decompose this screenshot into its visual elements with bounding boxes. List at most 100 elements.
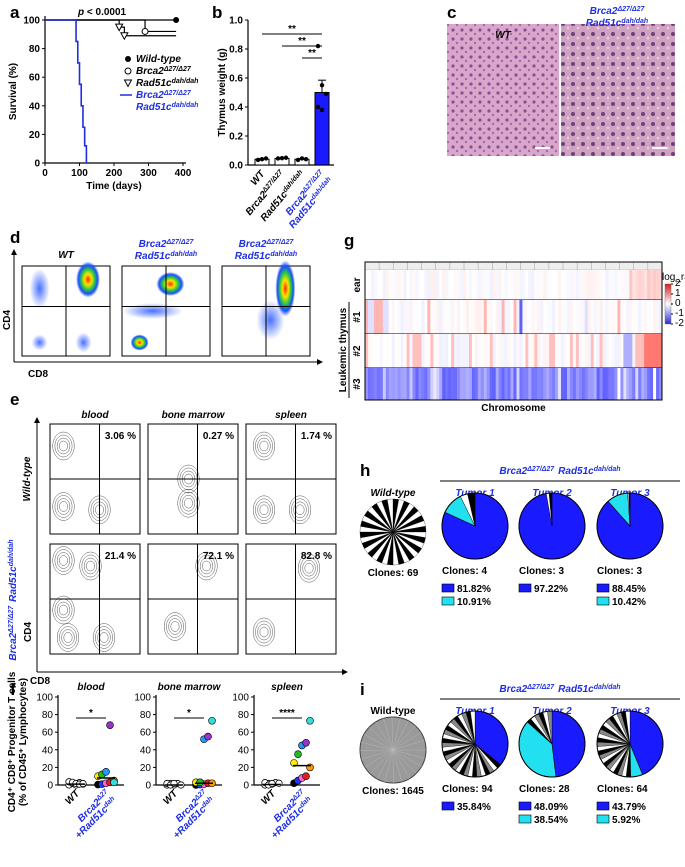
heatmap-cell <box>365 368 369 400</box>
y-tick-label: 60 <box>238 728 250 739</box>
axis-label: CD4 <box>23 622 34 642</box>
heatmap-cell <box>379 300 384 334</box>
legend-title: log_ratio <box>662 272 685 283</box>
heatmap-cell <box>409 334 413 368</box>
legend-swatch <box>596 801 610 811</box>
heatmap-cell <box>561 270 565 300</box>
contour <box>291 498 309 522</box>
y-tick-label: 0 <box>34 159 40 170</box>
heatmap-cell <box>647 300 651 334</box>
heatmap-cell <box>534 334 538 368</box>
label: Brca2Δ27/Δ27 <box>136 90 192 102</box>
heatmap-cell <box>403 300 407 334</box>
contour <box>259 440 269 452</box>
heatmap-cell <box>400 270 404 300</box>
heatmap-cell <box>373 334 378 368</box>
contour <box>56 623 80 652</box>
histology-image <box>447 24 559 156</box>
heatmap-cell <box>439 270 443 300</box>
heatmap-cell <box>575 300 580 334</box>
contour <box>95 626 113 649</box>
heatmap-cell <box>427 300 431 334</box>
panel-letter: c <box>447 3 456 22</box>
contour <box>252 495 276 525</box>
heatmap-cell <box>365 334 369 368</box>
clone-wedge <box>392 749 410 779</box>
percentage: 72.1 % <box>203 551 234 562</box>
heatmap-cell <box>566 334 571 368</box>
label-part: Δ27/Δ27 <box>526 466 555 473</box>
clone-count: Clones: 28 <box>519 784 570 795</box>
heatmap-cell <box>373 270 378 300</box>
heatmap-cell <box>448 300 452 334</box>
heatmap-cell <box>626 368 630 400</box>
percentage: 0.27 % <box>203 431 234 442</box>
clone-count: Clones: 3 <box>519 566 564 577</box>
heatmap-cell <box>543 270 547 300</box>
plot-title: Rad51cdah/dah <box>135 251 197 263</box>
heatmap-cell <box>558 270 562 300</box>
label: Rad51cdah/dah <box>136 78 198 90</box>
clone-wedge <box>391 717 394 751</box>
heatmap-cell <box>379 368 384 400</box>
contour <box>163 612 187 641</box>
heatmap-cell <box>632 368 636 400</box>
row-label: #2 <box>352 345 363 357</box>
heatmap-cell <box>412 368 416 400</box>
panel-letter: g <box>344 231 354 250</box>
heatmap-cell <box>617 368 621 400</box>
y-tick-label: 60 <box>140 728 152 739</box>
heatmap-cell <box>412 334 416 368</box>
heatmap-cell <box>465 334 470 368</box>
heatmap-cell <box>463 270 467 300</box>
heatmap-cell <box>394 270 398 300</box>
heatmap-cell <box>555 300 559 334</box>
contour <box>302 559 316 577</box>
heatmap-cell <box>540 300 544 334</box>
contour <box>259 504 269 516</box>
heatmap-cell <box>537 334 541 368</box>
heatmap-cell <box>599 368 603 400</box>
heatmap-cell <box>421 368 425 400</box>
heatmap-cell <box>424 270 428 300</box>
heatmap-cell <box>641 368 645 400</box>
label-part: WT <box>161 788 180 807</box>
contour <box>56 552 71 569</box>
marker <box>173 17 180 23</box>
heatmap-cell <box>555 334 559 368</box>
data-point <box>294 750 302 759</box>
percentage: 10.42% <box>612 597 646 608</box>
heatmap-cell <box>415 334 419 368</box>
y-tick-label: 80 <box>238 710 250 721</box>
flow-density <box>275 260 296 317</box>
contour <box>61 629 75 646</box>
heatmap-cell <box>460 368 464 400</box>
heatmap-cell <box>528 300 532 334</box>
heatmap-cell <box>614 368 618 400</box>
heatmap-cell <box>421 270 425 300</box>
y-tick-label: 80 <box>42 710 54 721</box>
clone-count: Clones: 3 <box>597 566 642 577</box>
contour <box>257 437 271 455</box>
heatmap-cell <box>623 368 627 400</box>
heatmap-cell <box>397 300 401 334</box>
contour <box>252 617 276 647</box>
heatmap-cell <box>522 334 526 368</box>
genotype: Brca2Δ27/Δ27 <box>499 466 555 478</box>
heatmap-cell <box>480 368 485 400</box>
survival-curve <box>45 19 89 164</box>
heatmap-cell <box>385 300 390 334</box>
heatmap-cell <box>602 300 606 334</box>
y-tick-label: 0.2 <box>229 132 243 143</box>
category-label: WT <box>161 788 180 807</box>
bar <box>314 92 330 166</box>
percentage: 35.84% <box>457 802 491 813</box>
heatmap-cell <box>501 368 505 400</box>
heatmap-cell <box>569 368 574 400</box>
percentage: 97.22% <box>534 584 568 595</box>
column-title: spleen <box>275 410 307 421</box>
y-tick-label: 60 <box>42 728 54 739</box>
heatmap-cell <box>471 300 476 334</box>
heatmap-cell <box>650 270 654 300</box>
significance: ** <box>298 36 306 47</box>
